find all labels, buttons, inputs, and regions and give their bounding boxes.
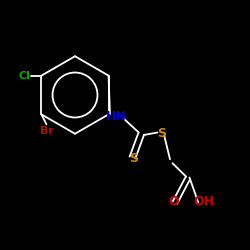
Text: O: O: [168, 195, 179, 208]
Text: S: S: [157, 127, 166, 140]
Text: S: S: [129, 152, 138, 165]
Text: Cl: Cl: [18, 70, 30, 81]
Text: HN: HN: [106, 110, 127, 123]
Text: OH: OH: [193, 195, 214, 208]
Text: Br: Br: [40, 126, 54, 136]
